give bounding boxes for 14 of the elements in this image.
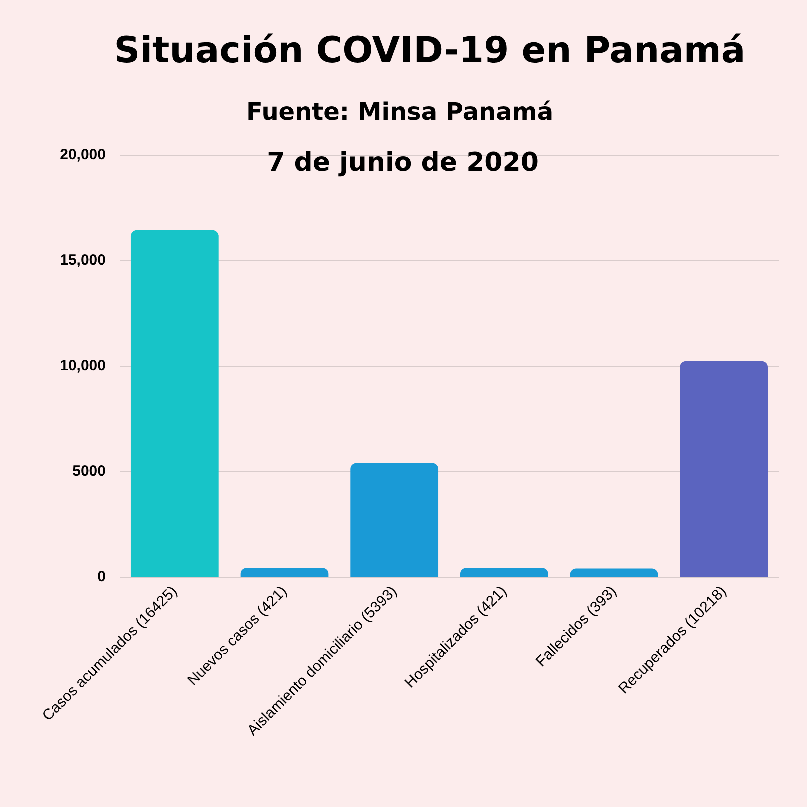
y-tick-label: 0	[98, 568, 106, 586]
bar	[460, 568, 548, 577]
chart-subtitle: Fuente: Minsa Panamá	[246, 98, 554, 126]
annotation: 7 de junio de 2020	[267, 148, 539, 178]
chart-title: Situación COVID-19 en Panamá	[114, 30, 746, 72]
bar	[570, 568, 658, 577]
y-tick-label: 15,000	[60, 252, 106, 269]
bar	[240, 568, 329, 577]
bar	[130, 230, 219, 577]
y-tick-label: 20,000	[60, 146, 106, 164]
y-tick-label: 5000	[72, 463, 106, 480]
bar	[350, 463, 439, 577]
bar	[680, 361, 768, 577]
y-tick-label: 10,000	[60, 358, 106, 374]
